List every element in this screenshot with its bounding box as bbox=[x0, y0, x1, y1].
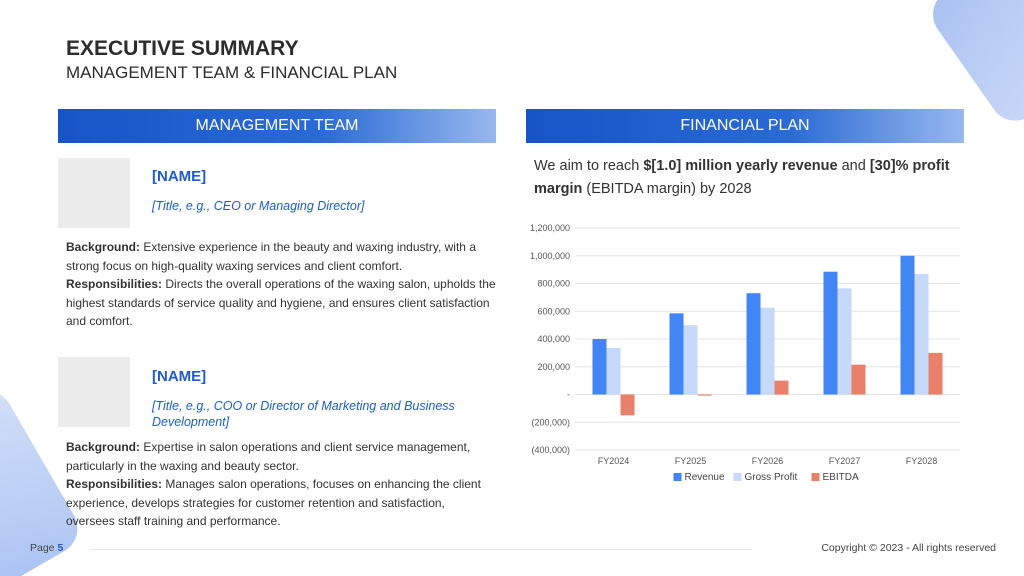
y-tick-label: 1,000,000 bbox=[530, 251, 570, 261]
footer-divider bbox=[90, 549, 752, 550]
legend-swatch bbox=[673, 473, 682, 481]
statement-revenue: $[1.0] million yearly revenue bbox=[643, 158, 838, 174]
bar-ebitda bbox=[620, 394, 635, 416]
page-number-value: 5 bbox=[57, 542, 64, 554]
responsibilities-text: Directs the overall operations of the wa… bbox=[66, 277, 496, 328]
copyright-text: Copyright © 2023 - All rights reserved bbox=[821, 542, 996, 554]
page-title: EXECUTIVE SUMMARY bbox=[66, 37, 299, 60]
x-tick-label: FY2025 bbox=[675, 456, 707, 466]
member-bio: Background: Expertise in salon operation… bbox=[66, 438, 496, 531]
bar-ebitda bbox=[928, 352, 943, 395]
bar-gross-profit bbox=[606, 348, 621, 395]
statement-margin: [30]% profit margin bbox=[534, 158, 950, 197]
member-photo-placeholder bbox=[58, 158, 130, 228]
y-tick-label: 600,000 bbox=[537, 306, 570, 316]
bar-revenue bbox=[823, 271, 838, 395]
member-photo-placeholder bbox=[58, 357, 130, 427]
legend-label: EBITDA bbox=[823, 472, 859, 483]
legend-label: Gross Profit bbox=[745, 472, 798, 483]
y-tick-label: 200,000 bbox=[537, 362, 570, 372]
bar-ebitda bbox=[851, 364, 866, 395]
member-name: [NAME] bbox=[152, 168, 207, 185]
member-bio: Background: Extensive experience in the … bbox=[66, 238, 496, 331]
background-text: Extensive experience in the beauty and w… bbox=[66, 240, 476, 273]
bar-revenue bbox=[669, 313, 684, 395]
y-tick-label: (200,000) bbox=[531, 417, 570, 427]
member-name: [NAME] bbox=[152, 368, 207, 385]
statement-text: and bbox=[837, 158, 870, 174]
x-tick-label: FY2028 bbox=[906, 456, 938, 466]
bar-gross-profit bbox=[683, 325, 698, 395]
statement-text: (EBITDA margin) by 2028 bbox=[582, 181, 752, 197]
bar-gross-profit bbox=[837, 288, 852, 395]
x-tick-label: FY2024 bbox=[598, 456, 630, 466]
bar-gross-profit bbox=[914, 273, 929, 395]
bar-revenue bbox=[900, 255, 915, 395]
background-label: Background: bbox=[66, 440, 141, 454]
legend-swatch bbox=[811, 473, 820, 481]
responsibilities-text: Manages salon operations, focuses on enh… bbox=[66, 477, 481, 528]
bar-revenue bbox=[746, 293, 761, 395]
page-subtitle: MANAGEMENT TEAM & FINANCIAL PLAN bbox=[66, 63, 398, 82]
bar-revenue bbox=[592, 339, 607, 395]
responsibilities-label: Responsibilities: bbox=[66, 277, 163, 291]
x-tick-label: FY2027 bbox=[829, 456, 861, 466]
y-tick-label: 1,200,000 bbox=[530, 223, 570, 233]
legend-swatch bbox=[733, 473, 742, 481]
x-tick-label: FY2026 bbox=[752, 456, 784, 466]
management-team-banner: MANAGEMENT TEAM bbox=[58, 109, 496, 143]
bar-ebitda bbox=[774, 380, 789, 395]
y-tick-label: 800,000 bbox=[537, 279, 570, 289]
background-text: Expertise in salon operations and client… bbox=[66, 440, 471, 473]
bar-ebitda bbox=[697, 394, 712, 396]
financial-plan-banner: FINANCIAL PLAN bbox=[526, 109, 964, 143]
page-label: Page bbox=[30, 542, 55, 554]
member-title: [Title, e.g., CEO or Managing Director] bbox=[152, 199, 365, 213]
bar-gross-profit bbox=[760, 307, 775, 395]
statement-text: We aim to reach bbox=[534, 158, 644, 174]
financial-bar-chart: (400,000) (200,000) - 200,000 400,000 600,000… bbox=[530, 223, 960, 483]
y-tick-label: 400,000 bbox=[537, 334, 570, 344]
page-number: Page 5 bbox=[30, 542, 63, 554]
y-tick-label: - bbox=[567, 390, 570, 400]
y-tick-label: (400,000) bbox=[531, 445, 570, 455]
background-label: Background: bbox=[66, 240, 141, 254]
financial-goal-statement: We aim to reach $[1.0] million yearly re… bbox=[534, 155, 954, 201]
legend-label: Revenue bbox=[685, 472, 725, 483]
member-title: [Title, e.g., COO or Director of Marketi… bbox=[152, 399, 455, 429]
responsibilities-label: Responsibilities: bbox=[66, 477, 163, 491]
